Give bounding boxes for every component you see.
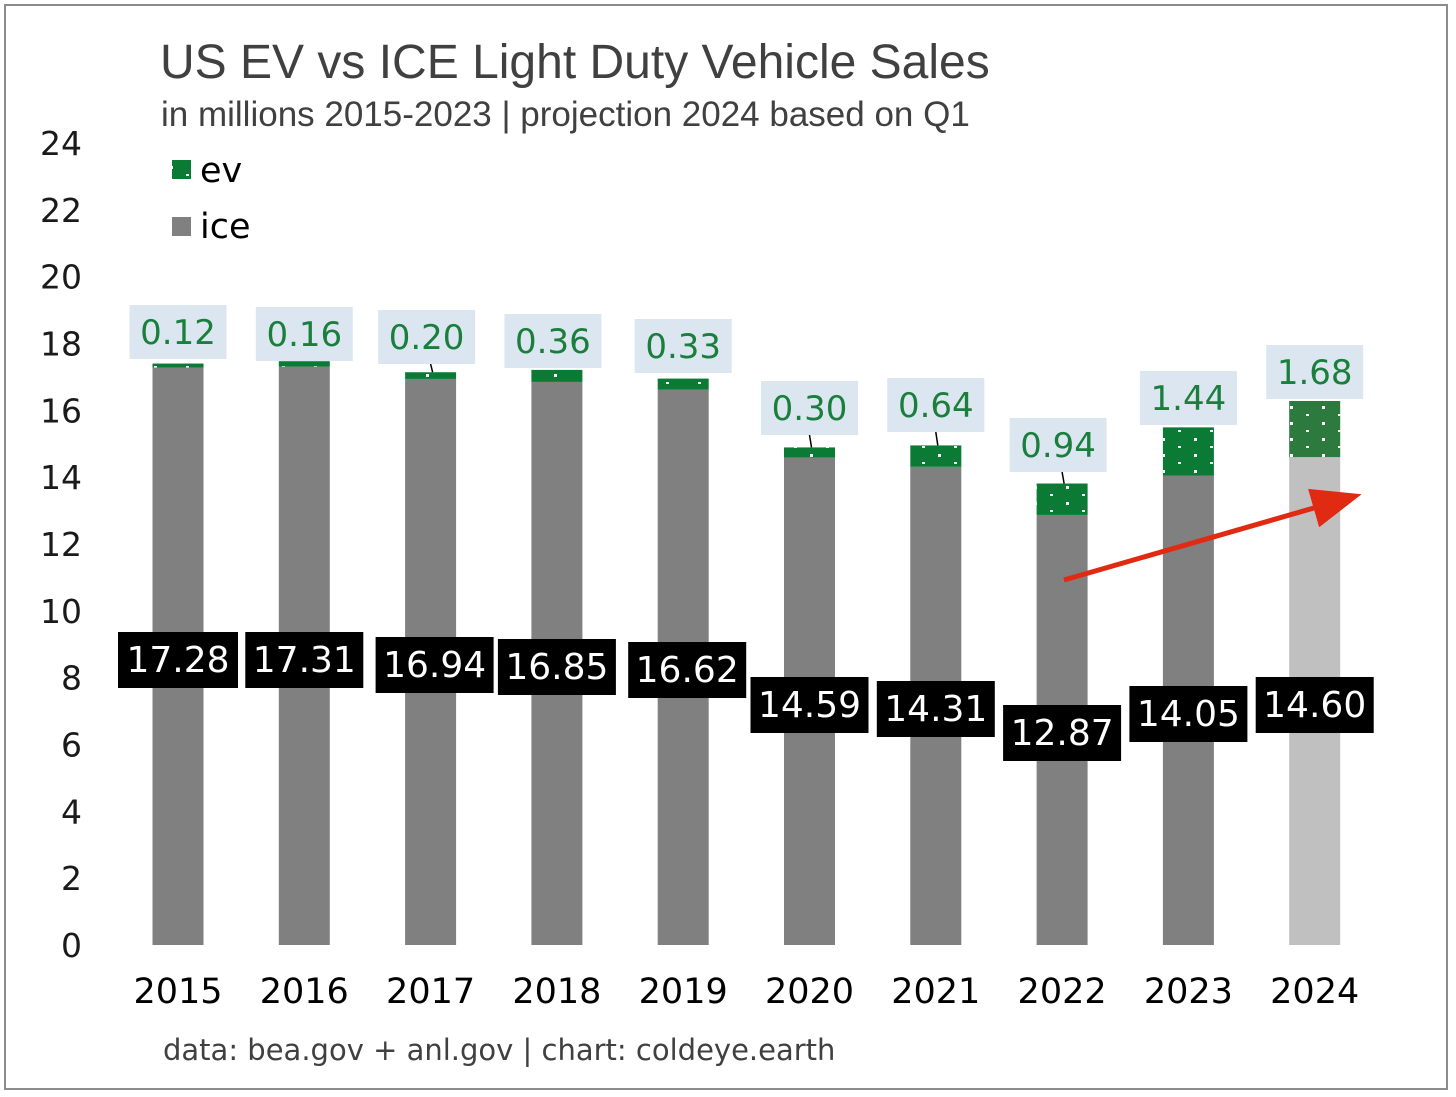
ice-label-box-2020 <box>750 677 869 733</box>
ev-label-box-2021 <box>887 378 985 432</box>
ev-value-label-2019: 0.33 <box>645 327 721 367</box>
ev-bar-pattern-2024 <box>1289 400 1341 458</box>
ice-value-label-2018: 16.85 <box>505 647 608 688</box>
ev-label-box-2018 <box>504 314 602 368</box>
ev-bar-pattern-2015 <box>152 363 204 368</box>
ice-value-label-2019: 16.62 <box>636 650 739 691</box>
ev-bar-pattern-2023 <box>1162 427 1214 476</box>
ev-bar-pattern-2022 <box>1036 483 1088 515</box>
x-tick-label-2020: 2020 <box>765 972 854 1012</box>
ice-label-box-2017 <box>375 637 494 693</box>
ev-label-box-2023 <box>1139 371 1237 425</box>
ev-bar-pattern-2019 <box>657 378 709 390</box>
ev-label-box-2024 <box>1266 345 1364 399</box>
y-tick-label: 4 <box>61 792 82 831</box>
ev-label-box-2019 <box>634 319 732 373</box>
ev-bar-pattern-2021 <box>910 445 962 467</box>
x-tick-label-2019: 2019 <box>639 972 728 1012</box>
ice-value-label-2024: 14.60 <box>1263 685 1366 726</box>
ev-value-label-2020: 0.30 <box>772 389 848 429</box>
legend-label-ev: ev <box>200 151 242 191</box>
label-leader-lines <box>429 363 1065 484</box>
ice-value-label-2015: 17.28 <box>126 640 229 681</box>
ev-label-box-2022 <box>1009 418 1107 472</box>
ice-value-label-2022: 12.87 <box>1011 713 1114 754</box>
x-tick-label-2018: 2018 <box>512 972 601 1012</box>
source-note: data: bea.gov + anl.gov | chart: coldeye… <box>163 1033 835 1067</box>
y-tick-label: 20 <box>40 258 82 297</box>
leader-line-2020 <box>808 434 813 448</box>
x-tick-label-2021: 2021 <box>891 972 980 1012</box>
y-tick-label: 6 <box>61 726 82 765</box>
ev-label-box-2016 <box>255 307 353 361</box>
chart-title: US EV vs ICE Light Duty Vehicle Sales <box>160 36 990 89</box>
leader-line-2017 <box>429 363 434 373</box>
ev-value-label-2021: 0.64 <box>898 386 974 426</box>
ev-value-label-2017: 0.20 <box>389 318 465 358</box>
ice-label-box-2022 <box>1003 705 1122 761</box>
legend-label-ice: ice <box>200 207 251 247</box>
chart-subtitle: in millions 2015-2023 | projection 2024 … <box>161 95 970 134</box>
ice-label-box-2023 <box>1129 686 1248 742</box>
ev-bar-pattern-2016 <box>278 361 330 367</box>
x-tick-label-2015: 2015 <box>133 972 222 1012</box>
y-tick-label: 18 <box>40 325 82 364</box>
x-axis: 2015 2016 2017 2018 2019 2020 2021 2022 2023 2024 <box>133 972 1359 1012</box>
ice-label-box-2024 <box>1255 677 1374 733</box>
ev-bar-pattern-2018 <box>531 369 583 382</box>
ice-label-box-2015 <box>118 632 238 688</box>
legend-swatch-ev-pattern <box>172 160 191 179</box>
ev-value-label-2022: 0.94 <box>1020 426 1096 466</box>
ice-label-box-2018 <box>497 639 616 695</box>
ice-value-label-2020: 14.59 <box>758 685 861 726</box>
legend: ev ice <box>172 151 251 247</box>
ice-value-label-2017: 16.94 <box>383 645 486 686</box>
ev-value-label-2016: 0.16 <box>266 315 342 355</box>
x-tick-label-2017: 2017 <box>386 972 475 1012</box>
y-tick-label: 22 <box>40 191 82 230</box>
ev-bar-pattern-2017 <box>405 372 457 379</box>
ev-bar-pattern-2020 <box>784 447 835 458</box>
ev-value-label-2018: 0.36 <box>515 322 591 362</box>
ev-label-box-2020 <box>761 381 858 435</box>
ice-value-labels: 17.28 17.31 16.94 16.85 16.62 14.59 14.31 12.87… <box>118 632 1374 761</box>
leader-line-2021 <box>935 431 939 446</box>
x-tick-label-2022: 2022 <box>1018 972 1107 1012</box>
ice-label-box-2016 <box>245 632 364 688</box>
ice-value-label-2023: 14.05 <box>1137 694 1240 735</box>
ice-label-box-2019 <box>628 642 747 698</box>
legend-swatch-ice <box>172 217 191 236</box>
x-tick-label-2016: 2016 <box>260 972 349 1012</box>
y-tick-label: 0 <box>61 926 82 965</box>
ev-value-labels: 0.12 0.16 0.20 0.36 0.33 0.30 0.64 0.94 1.44 1.68 <box>129 305 1364 472</box>
y-tick-label: 12 <box>40 525 82 564</box>
ev-label-box-2017 <box>378 310 476 364</box>
y-tick-label: 2 <box>61 859 82 898</box>
leader-line-2022 <box>1061 471 1065 484</box>
y-tick-label: 10 <box>40 592 82 631</box>
x-tick-label-2023: 2023 <box>1144 972 1233 1012</box>
trend-arrow <box>1063 488 1362 583</box>
y-tick-label: 16 <box>40 391 82 430</box>
ice-value-label-2016: 17.31 <box>253 640 356 681</box>
y-tick-label: 14 <box>40 458 82 497</box>
ev-label-box-2015 <box>129 305 227 359</box>
ice-label-box-2021 <box>876 681 995 737</box>
ev-value-label-2024: 1.68 <box>1277 353 1353 393</box>
ev-value-label-2015: 0.12 <box>140 313 216 353</box>
y-tick-label: 24 <box>40 124 82 163</box>
y-tick-label: 8 <box>61 659 82 698</box>
x-tick-label-2024: 2024 <box>1270 972 1359 1012</box>
ice-value-label-2021: 14.31 <box>884 689 987 730</box>
ev-value-label-2023: 1.44 <box>1151 379 1227 419</box>
